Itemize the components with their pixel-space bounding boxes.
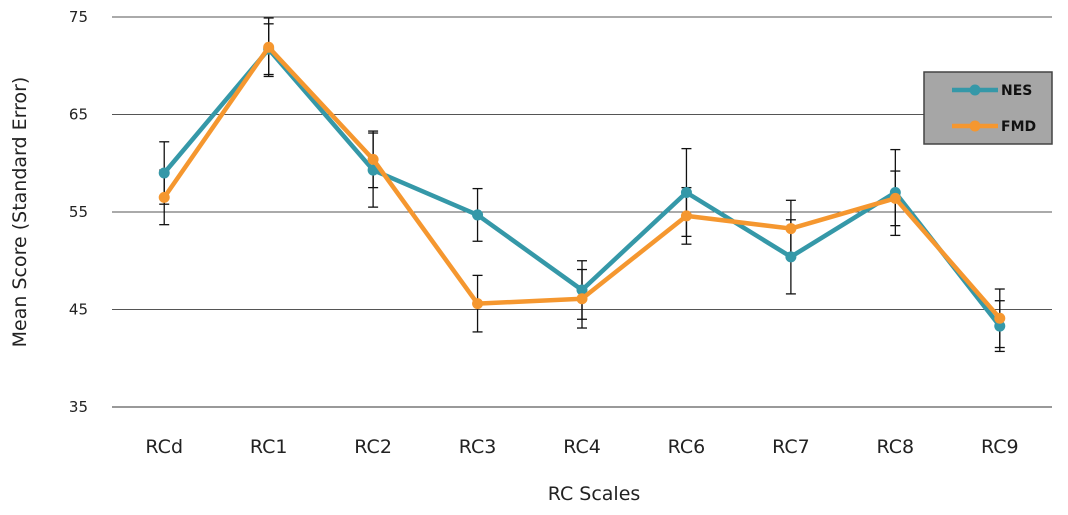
y-tick-label: 35 [69,398,88,416]
data-point-nes [367,164,379,176]
x-tick-label: RCd [145,436,183,458]
data-point-fmd [367,153,379,165]
data-point-fmd [263,41,275,53]
data-point-fmd [994,312,1006,324]
data-point-nes [576,284,588,296]
legend-label: NES [1001,83,1032,99]
legend: NES FMD [923,71,1053,145]
data-point-nes [785,251,797,263]
legend-item-fmd: FMD [952,119,1036,135]
data-point-fmd [889,192,901,204]
data-point-nes [158,167,170,179]
data-point-nes [994,320,1006,332]
y-tick-labels: 35 45 55 65 75 [69,8,88,416]
x-tick-label: RC4 [563,436,601,458]
data-point-nes [472,209,484,221]
gridlines [112,16,1052,408]
legend-box [923,71,1053,145]
y-axis-title: Mean Score (Standard Error) [9,77,31,348]
x-tick-label: RC1 [250,436,288,458]
y-tick-label: 65 [69,106,88,124]
data-point-fmd [785,223,797,235]
x-tick-label: RC6 [668,436,706,458]
data-point-fmd [576,293,588,305]
data-point-nes [680,187,692,198]
data-point-fmd [680,210,692,222]
x-tick-label: RC3 [459,436,497,458]
x-tick-label: RC9 [981,436,1019,458]
x-tick-label: RC8 [877,436,915,458]
x-tick-label: RC7 [772,436,810,458]
x-tick-label: RC2 [354,436,392,458]
data-point-fmd [158,191,170,203]
series-lines [158,41,1006,332]
y-tick-label: 55 [69,203,88,221]
x-axis-title: RC Scales [548,483,641,505]
legend-label: FMD [1001,119,1036,135]
y-tick-label: 75 [69,8,88,26]
y-tick-label: 45 [69,301,88,319]
legend-item-nes: NES [952,83,1032,99]
x-tick-labels: RCd RC1 RC2 RC3 RC4 RC6 RC7 RC8 RC9 [145,436,1018,458]
data-point-fmd [472,298,484,310]
